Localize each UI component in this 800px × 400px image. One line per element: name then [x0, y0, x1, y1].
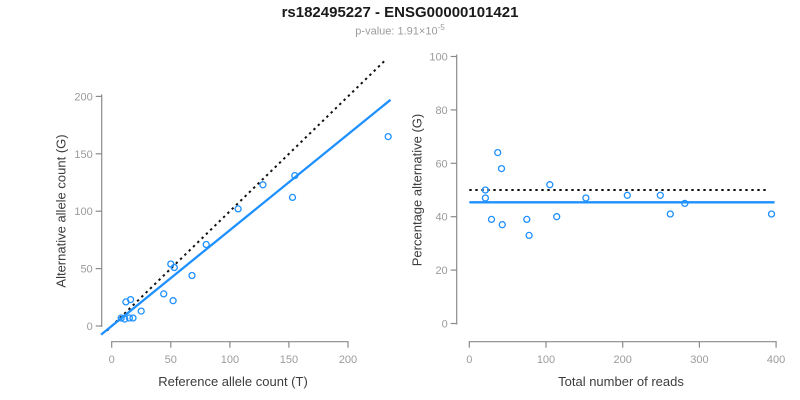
left-data-point — [259, 181, 267, 189]
left-y-tick-label: 100 — [74, 206, 92, 218]
right-x-tick-label: 200 — [614, 354, 632, 366]
left-y-tick-label: 50 — [80, 264, 92, 276]
left-data-point — [384, 132, 392, 141]
left-identity-line — [106, 58, 387, 332]
right-data-point — [623, 191, 631, 199]
left-data-point — [129, 314, 137, 322]
left-data-point — [188, 271, 196, 280]
left-data-point — [169, 297, 177, 305]
right-data-point — [656, 191, 664, 199]
left-data-point — [125, 314, 134, 322]
left-data-point — [202, 240, 210, 249]
left-x-tick-label: 50 — [165, 354, 177, 366]
right-data-point — [525, 231, 533, 240]
left-y-axis-title: Alternative allele count (G) — [53, 134, 69, 288]
right-data-point — [666, 210, 674, 218]
right-data-point — [494, 148, 502, 157]
right-data-point — [497, 164, 506, 173]
right-data-point — [546, 181, 554, 189]
right-y-tick-label: 0 — [442, 319, 448, 331]
right-data-point — [523, 215, 531, 224]
right-data-point — [498, 221, 506, 229]
left-data-point — [126, 295, 135, 304]
left-data-point — [117, 314, 125, 322]
pvalue-exponent: -5 — [437, 23, 445, 32]
right-data-point — [487, 215, 496, 224]
right-y-axis-title: Percentage alternative (G) — [409, 113, 425, 267]
left-data-point — [170, 263, 178, 272]
right-x-tick-label: 400 — [767, 354, 785, 366]
right-data-point — [767, 210, 776, 218]
right-data-point — [481, 194, 490, 202]
right-data-point — [681, 199, 689, 208]
right-x-tick-label: 0 — [466, 354, 472, 366]
right-y-tick-label: 40 — [435, 212, 447, 224]
right-y-tick-label: 100 — [429, 52, 447, 64]
left-x-tick-label: 0 — [109, 354, 115, 366]
right-data-point — [553, 213, 561, 221]
left-data-point — [137, 307, 145, 315]
right-y-tick-label: 60 — [435, 158, 447, 170]
left-y-tick-label: 0 — [87, 321, 93, 333]
left-data-point — [121, 315, 129, 323]
right-x-axis-title: Total number of reads — [558, 374, 684, 389]
left-data-point — [167, 260, 175, 268]
left-data-point — [291, 171, 299, 180]
right-y-tick-label: 20 — [435, 265, 447, 277]
left-fit-line — [100, 98, 392, 336]
right-x-tick-label: 100 — [537, 354, 555, 366]
left-data-point — [160, 290, 168, 298]
pvalue-text: p-value: 1.91×10 — [355, 25, 438, 38]
right-x-tick-label: 300 — [690, 354, 708, 366]
left-x-tick-label: 100 — [221, 354, 239, 366]
left-y-tick-label: 150 — [74, 149, 92, 161]
left-y-tick-label: 200 — [74, 91, 92, 103]
left-x-axis-title: Reference allele count (T) — [158, 374, 308, 389]
right-data-point — [481, 186, 490, 194]
left-x-tick-label: 150 — [280, 354, 298, 366]
left-x-tick-label: 200 — [339, 354, 357, 366]
figure-title: rs182495227 - ENSG00000101421 — [281, 4, 519, 21]
right-y-tick-label: 80 — [435, 105, 447, 117]
right-data-point — [582, 194, 590, 202]
left-data-point — [288, 193, 297, 202]
figure-subtitle: p-value: 1.91×10-5 — [0, 23, 800, 38]
left-data-point — [234, 205, 242, 213]
